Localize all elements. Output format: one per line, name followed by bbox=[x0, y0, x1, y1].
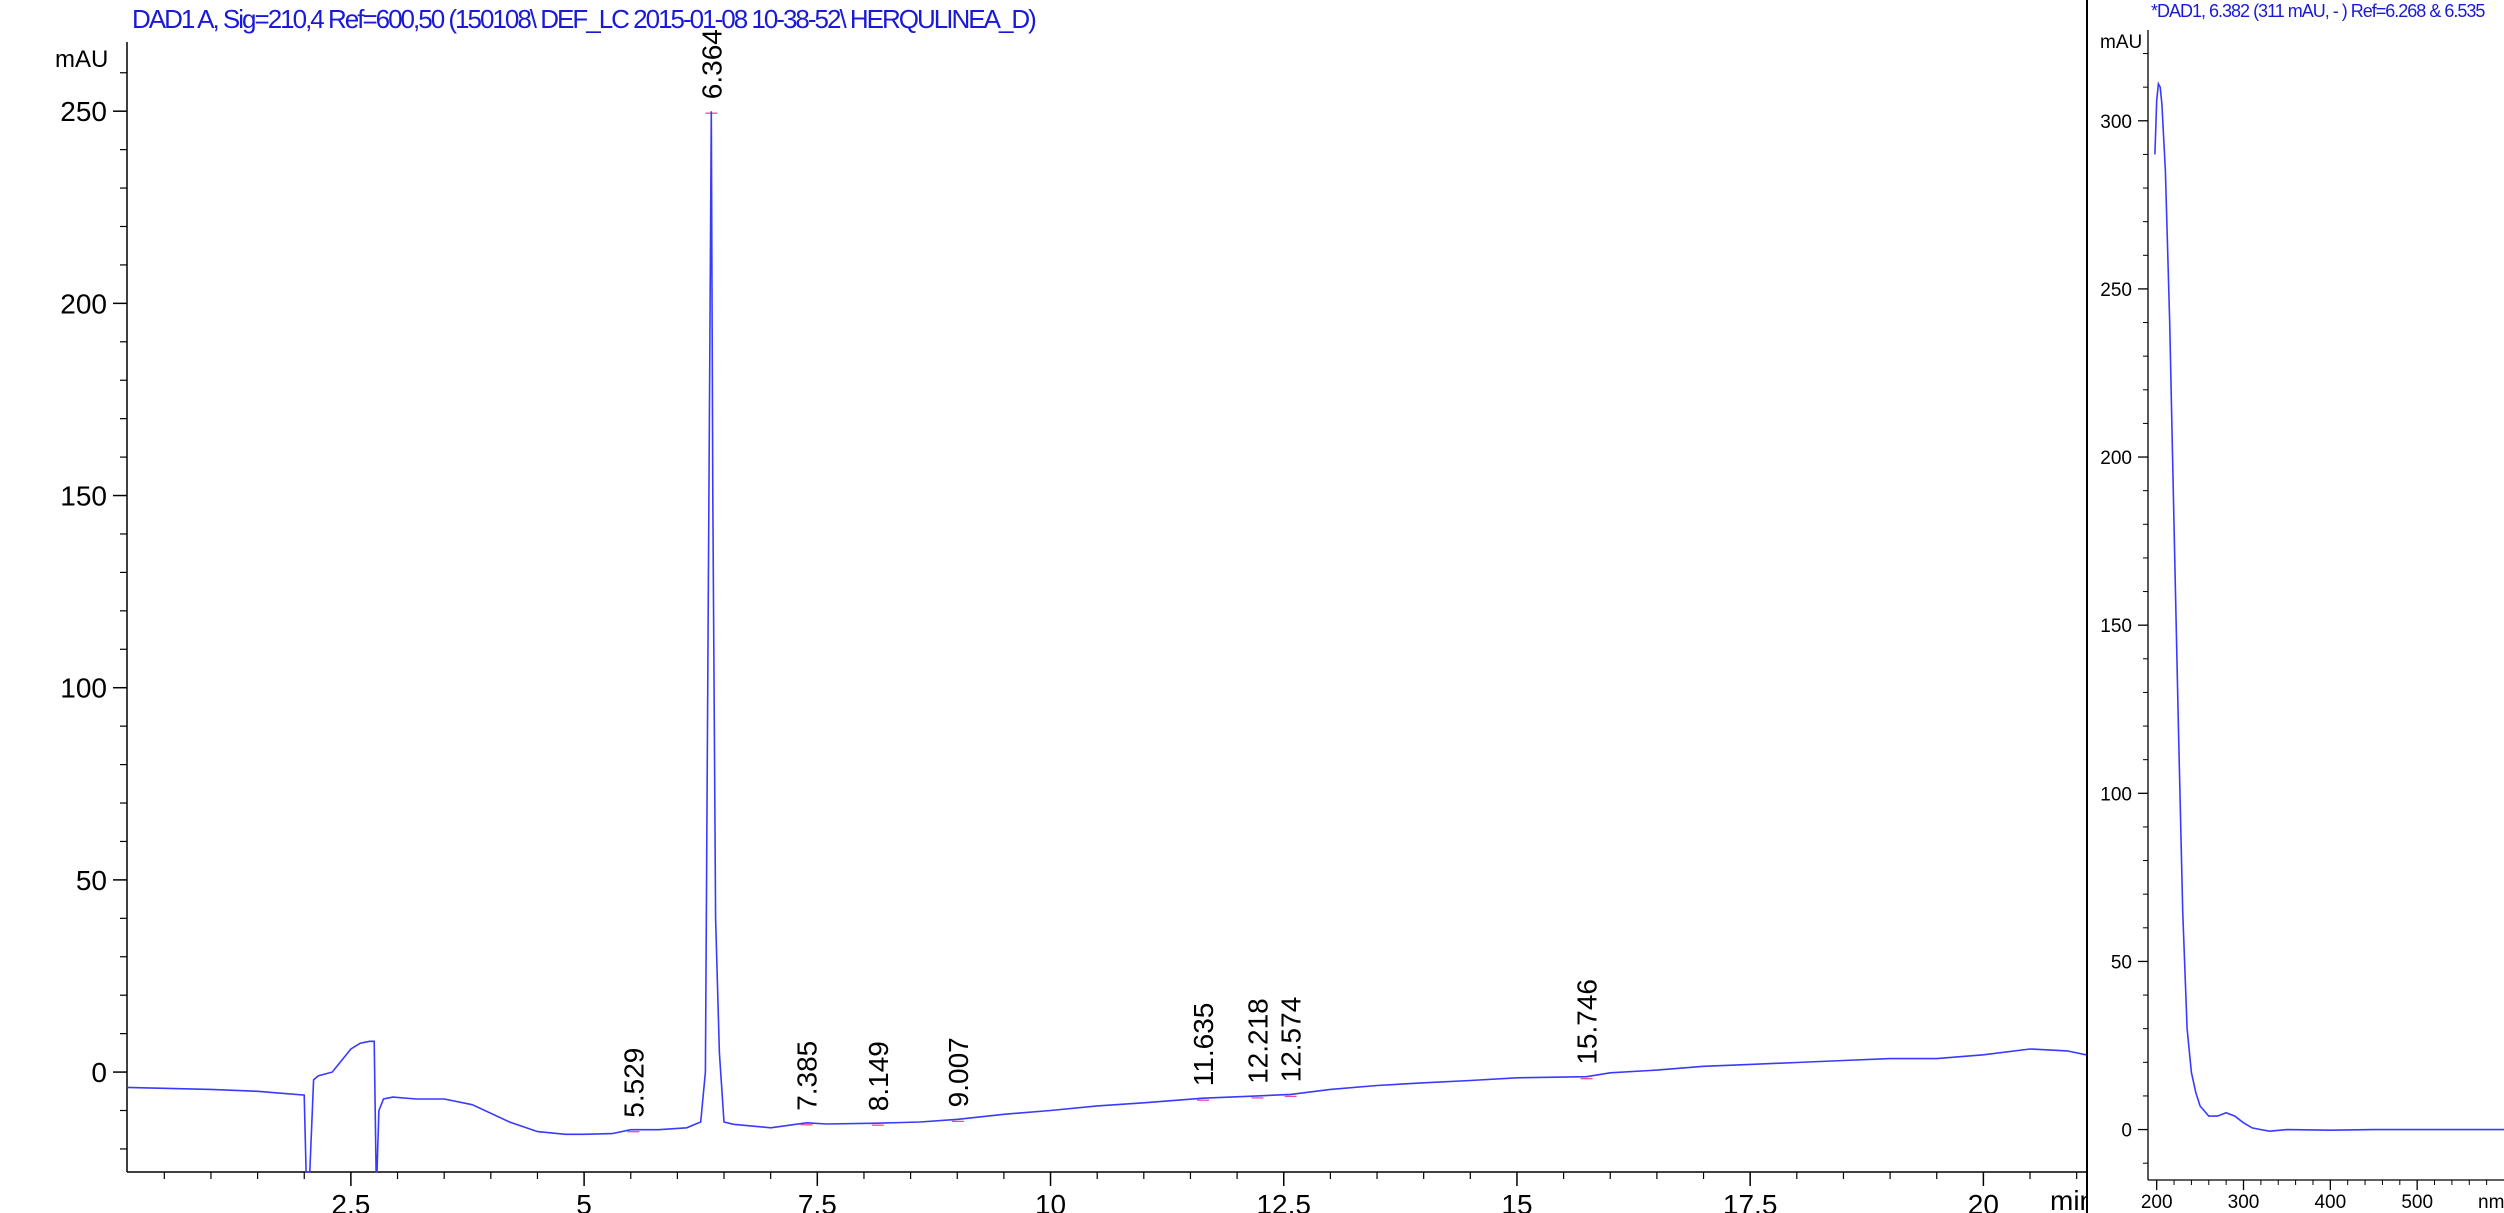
spectrum-y-tick-label: 250 bbox=[2100, 280, 2132, 301]
chromatogram-x-tick-label: 5 bbox=[576, 1189, 592, 1213]
chromatogram-peak-label: 11.635 bbox=[1188, 1003, 1219, 1087]
spectrum-y-unit: mAU bbox=[2100, 32, 2142, 53]
chromatogram-peak-label: 9.007 bbox=[943, 1037, 974, 1107]
chromatogram-peak-label: 12.574 bbox=[1276, 997, 1307, 1083]
chromatogram-trace bbox=[126, 111, 2086, 1173]
spectrum-x-unit: nm bbox=[2478, 1192, 2504, 1213]
chromatogram-y-tick-label: 200 bbox=[60, 288, 107, 319]
spectrum-y-tick-label: 0 bbox=[2121, 1121, 2132, 1142]
chromatogram-peak-label: 15.746 bbox=[1572, 979, 1603, 1065]
spectrum-x-ticks: 200 300 400 500 bbox=[2141, 1180, 2488, 1213]
chromatogram-y-tick-label: 50 bbox=[76, 865, 107, 896]
chromatogram-y-tick-label: 150 bbox=[60, 481, 107, 512]
chromatogram-peak-label: 5.529 bbox=[618, 1048, 649, 1118]
chromatogram-y-tick-label: 250 bbox=[60, 96, 107, 127]
chromatogram-x-tick-label: 15 bbox=[1501, 1189, 1532, 1213]
spectrum-y-tick-label: 50 bbox=[2111, 952, 2132, 973]
chromatogram-title: DAD1 A, Sig=210,4 Ref=600,50 (150108\ DE… bbox=[132, 4, 1036, 34]
spectrum-x-tick-label: 300 bbox=[2228, 1192, 2260, 1213]
chromatogram-x-tick-label: 2.5 bbox=[331, 1189, 370, 1213]
chromatogram-y-tick-label: 0 bbox=[91, 1057, 107, 1088]
chromatogram-x-tick-label: 20 bbox=[1968, 1189, 1999, 1213]
chromatogram-peak-label: 12.218 bbox=[1242, 998, 1273, 1084]
chromatogram-y-tick-label: 100 bbox=[60, 673, 107, 704]
spectrum-x-tick-label: 200 bbox=[2141, 1192, 2173, 1213]
spectrum-y-tick-label: 100 bbox=[2100, 784, 2132, 805]
uv-spectrum-chart: *DAD1, 6.382 (311 mAU, - ) Ref=6.268 & 6… bbox=[2086, 0, 2504, 1213]
chromatogram-x-unit: min bbox=[2050, 1185, 2086, 1213]
chromatogram-chart: DAD1 A, Sig=210,4 Ref=600,50 (150108\ DE… bbox=[55, 4, 2086, 1213]
spectrum-trace bbox=[2154, 81, 2504, 1133]
chromatogram-y-unit: mAU bbox=[55, 46, 108, 73]
chromatogram-x-tick-label: 7.5 bbox=[798, 1189, 837, 1213]
spectrum-y-ticks: 0 50 100 150 200 250 300 bbox=[2100, 53, 2148, 1164]
spectrum-y-tick-label: 200 bbox=[2100, 448, 2132, 469]
spectrum-x-tick-label: 400 bbox=[2314, 1192, 2346, 1213]
spectrum-title: *DAD1, 6.382 (311 mAU, - ) Ref=6.268 & 6… bbox=[2151, 1, 2485, 21]
chromatogram-x-ticks: 2.5 5 7.5 10 12.5 15 17.5 20 bbox=[163, 1172, 2078, 1213]
chromatogram-peak-label: 8.149 bbox=[863, 1041, 894, 1111]
chromatogram-y-ticks: 0 50 100 150 200 250 bbox=[60, 72, 127, 1150]
spectrum-y-tick-label: 300 bbox=[2100, 112, 2132, 133]
spectrum-y-tick-label: 150 bbox=[2100, 616, 2132, 637]
chromatogram-peak-labels: 5.529 6.364 7.385 8.149 9.007 11.635 12.218 12.… bbox=[618, 29, 1602, 1118]
spectrum-x-tick-label: 500 bbox=[2401, 1192, 2433, 1213]
chromatogram-peak-label: 6.364 bbox=[696, 29, 727, 99]
chromatogram-peak-markers bbox=[627, 112, 1593, 1133]
chromatogram-x-tick-label: 10 bbox=[1035, 1189, 1066, 1213]
chromatogram-x-tick-label: 17.5 bbox=[1723, 1189, 1778, 1213]
chromatogram-peak-label: 7.385 bbox=[792, 1041, 823, 1111]
chromatogram-x-tick-label: 12.5 bbox=[1256, 1189, 1311, 1213]
